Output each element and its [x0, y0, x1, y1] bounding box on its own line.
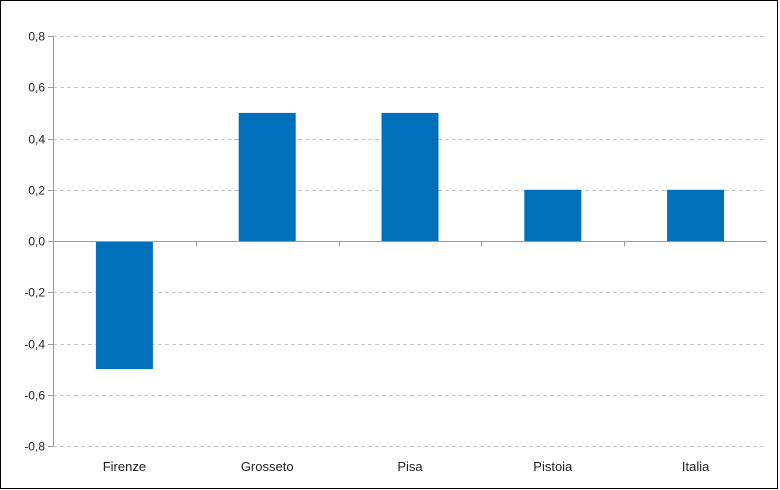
bar-pisa	[381, 112, 439, 242]
x-category-label: Pisa	[397, 459, 423, 474]
y-tick-label: 0,0	[28, 235, 45, 249]
y-tick-label: 0,4	[28, 133, 45, 147]
y-tick-label: -0,8	[24, 440, 45, 454]
y-tick-label: 0,2	[28, 184, 45, 198]
x-category-label: Pistoia	[533, 459, 573, 474]
bar-firenze	[95, 241, 153, 370]
bar-pistoia	[524, 189, 582, 241]
x-category-label: Grosseto	[241, 459, 294, 474]
bars	[95, 112, 725, 370]
y-tick-label: 0,8	[28, 30, 45, 44]
x-axis-category-labels: Firenze Grosseto Pisa Pistoia Italia	[103, 459, 710, 474]
y-tick-label: -0,4	[24, 338, 45, 352]
bar-grosseto	[238, 112, 296, 242]
x-category-label: Italia	[682, 459, 710, 474]
y-tick-label: -0,2	[24, 286, 45, 300]
y-tick-label: -0,6	[24, 389, 45, 403]
x-category-label: Firenze	[103, 459, 146, 474]
y-axis-tick-labels: 0,8 0,6 0,4 0,2 0,0 -0,2 -0,4 -0,6 -0,8	[24, 30, 45, 454]
bar-italia	[667, 189, 725, 241]
axes	[48, 36, 767, 447]
y-tick-label: 0,6	[28, 81, 45, 95]
